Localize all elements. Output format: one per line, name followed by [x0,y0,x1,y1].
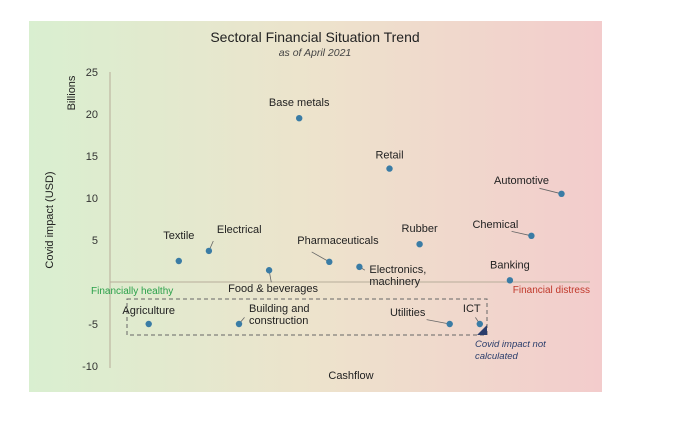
data-point [175,257,182,265]
data-point [506,277,514,284]
zone-label-distress: Financial distress [513,285,590,296]
y-tick-label: -5 [88,319,98,331]
data-point [386,165,393,172]
point-label: Rubber [402,223,438,235]
data-point [416,241,423,248]
chart-subtitle: as of April 2021 [279,47,352,59]
data-point [446,320,453,328]
data-point [296,115,303,122]
data-point [356,263,363,271]
x-axis-label: Cashflow [328,370,373,382]
y-tick-labels: 25 20 15 10 5 -5 -10 [82,67,98,373]
zone-label-healthy: Financially healthy [91,286,173,297]
point-label: Chemical [472,219,518,231]
y-tick-label: -10 [82,361,98,373]
y-axis-unit: Billions [66,75,78,110]
y-axis-label: Covid impact (USD) [44,171,56,268]
point-label: Utilities [390,307,426,319]
point-label: Automotive [494,175,549,187]
data-point [205,247,213,255]
y-tick-label: 20 [86,109,98,121]
data-point [528,232,535,239]
chart-title: Sectoral Financial Situation Trend [210,29,419,45]
point-label: Agriculture [122,305,175,317]
not-calculated-box [126,298,488,336]
data-point [265,267,273,274]
data-point [145,320,152,328]
point-label: Electronics, machinery [369,264,426,288]
leader-line [539,187,562,195]
data-point [326,258,333,266]
point-label: Base metals [269,97,330,109]
point-label: Retail [375,150,403,162]
data-point [235,320,243,328]
chart-background [29,21,602,392]
y-tick-label: 15 [86,151,98,163]
point-label: Pharmaceuticals [297,235,379,247]
point-label: ICT [463,303,481,315]
data-point [558,190,565,197]
y-tick-label: 25 [86,67,98,79]
data-point [476,320,483,328]
data-points: Agriculture Textile Electrical Building and… [122,97,565,328]
point-label: Food & beverages [228,283,318,295]
point-label: Banking [490,259,530,271]
note-corner-marker [477,325,487,335]
leader-line [311,251,330,263]
point-label: Electrical [217,224,262,236]
point-label: Textile [163,230,194,242]
note-line-1: Covid impact not [475,339,546,350]
leader-line [511,231,532,237]
point-label: Building and construction [249,303,310,327]
leader-line [426,319,450,325]
y-tick-label: 5 [92,235,98,247]
y-tick-label: 10 [86,193,98,205]
note-line-2: calculated [475,351,518,362]
